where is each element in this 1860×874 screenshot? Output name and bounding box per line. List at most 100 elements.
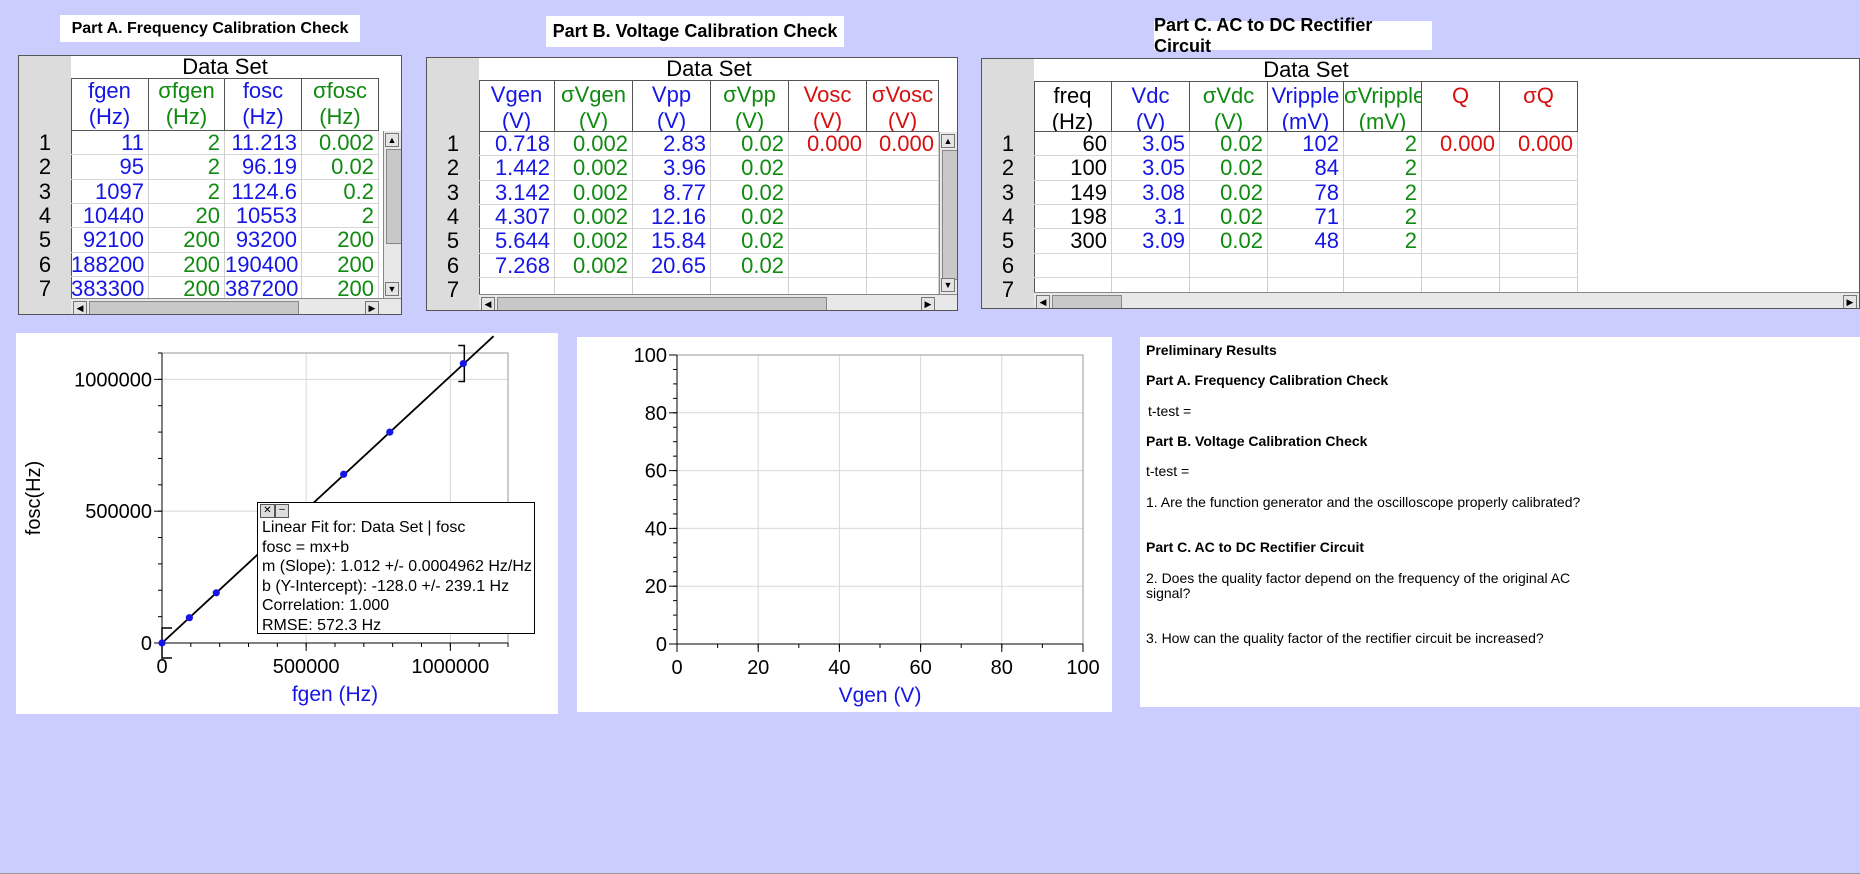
row-number[interactable]: 2 [446,155,460,181]
table-cell[interactable]: 3.1 [1112,204,1190,230]
table-cell[interactable]: 5.644 [479,228,555,254]
table-cell[interactable] [1500,204,1578,230]
row-number[interactable]: 2 [1001,155,1015,181]
table-cell[interactable]: 0.02 [711,253,789,278]
table-cell[interactable]: 190400 [225,252,302,277]
table-cell[interactable]: 0.002 [555,228,633,254]
table-cell[interactable] [1500,180,1578,205]
column-header[interactable]: σQ [1500,81,1578,132]
table-cell[interactable] [789,204,867,230]
table-cell[interactable] [1500,156,1578,181]
table-cell[interactable]: 0.02 [1190,131,1268,157]
table-cell[interactable]: 2 [149,130,225,156]
horizontal-scrollbar[interactable]: ◀ ▶ [71,298,401,314]
row-number[interactable]: 4 [446,203,460,229]
scroll-up-icon[interactable]: ▲ [385,133,399,147]
table-cell[interactable]: 188200 [71,252,149,277]
linear-fit-box[interactable]: ✕ – Linear Fit for: Data Set | fosc fosc… [257,502,535,634]
table-cell[interactable]: 11 [71,130,149,156]
table-cell[interactable] [867,180,939,205]
table-cell[interactable]: 200 [302,252,379,277]
row-number[interactable]: 6 [1001,252,1015,278]
table-cell[interactable]: 3.142 [479,180,555,205]
column-header[interactable]: Vripple (mV) [1268,81,1344,132]
row-number[interactable]: 1 [38,130,52,155]
table-cell[interactable] [1112,253,1190,278]
scroll-thumb[interactable] [386,149,401,244]
table-cell[interactable] [1344,253,1422,278]
row-number[interactable]: 5 [1001,228,1015,254]
table-cell[interactable] [1500,253,1578,278]
table-cell[interactable]: 84 [1268,155,1344,181]
table-cell[interactable]: 0.02 [711,204,789,230]
table-cell[interactable] [1422,180,1500,205]
column-header[interactable]: σVripple (mV) [1344,81,1422,132]
table-cell[interactable] [1268,253,1344,278]
table-cell[interactable]: 387200 [225,276,302,302]
data-point[interactable] [386,428,394,436]
table-cell[interactable] [789,156,867,181]
table-cell[interactable]: 200 [149,252,225,277]
row-number[interactable]: 1 [446,131,460,156]
frequency-graph-panel[interactable]: 0 500000 1000000 0 500000 1000000 fgen (Hz) fos… [16,333,558,714]
table-cell[interactable] [789,277,867,303]
table-cell[interactable]: 0.002 [555,180,633,205]
horizontal-scrollbar[interactable]: ◀ ▶ [479,294,957,310]
table-cell[interactable]: 0.02 [711,180,789,205]
scroll-right-icon[interactable]: ▶ [365,301,379,314]
table-cell[interactable] [789,180,867,205]
table-cell[interactable]: 2 [302,203,379,229]
table-cell[interactable]: 2 [149,154,225,180]
row-number[interactable]: 2 [38,154,52,180]
table-cell[interactable]: 2 [149,179,225,204]
column-header[interactable]: Vpp (V) [633,80,711,132]
table-cell[interactable] [867,204,939,230]
table-cell[interactable] [1500,277,1578,303]
table-cell[interactable] [479,277,555,303]
scroll-thumb[interactable] [89,301,299,314]
table-cell[interactable] [1268,277,1344,303]
row-number[interactable]: 6 [38,251,52,277]
table-cell[interactable]: 0.002 [302,130,379,156]
table-cell[interactable]: 0.2 [302,179,379,204]
table-cell[interactable]: 3.96 [633,155,711,181]
table-cell[interactable]: 0.002 [555,253,633,278]
scroll-thumb[interactable] [497,297,827,310]
column-header[interactable]: fgen (Hz) [71,78,149,131]
table-cell[interactable]: 92100 [71,227,149,253]
table-cell[interactable]: 1124.6 [225,179,302,204]
table-cell[interactable]: 0.000 [1500,131,1578,157]
table-cell[interactable]: 0.02 [1190,180,1268,205]
table-cell[interactable]: 8.77 [633,180,711,205]
table-cell[interactable]: 15.84 [633,228,711,254]
table-cell[interactable] [711,277,789,303]
table-cell[interactable]: 102 [1268,131,1344,157]
table-cell[interactable]: 4.307 [479,204,555,230]
horizontal-scrollbar[interactable]: ◀ ▶ [1034,292,1859,308]
table-cell[interactable]: 0.002 [555,155,633,181]
scroll-up-icon[interactable]: ▲ [941,134,955,148]
data-point[interactable] [185,614,193,622]
table-cell[interactable]: 2 [1344,155,1422,181]
row-number[interactable]: 7 [1001,276,1015,302]
row-number[interactable]: 1 [1001,131,1015,156]
table-cell[interactable] [1422,204,1500,230]
table-cell[interactable]: 10553 [225,203,302,229]
close-icon[interactable]: ✕ [260,504,275,518]
scroll-thumb[interactable] [942,150,957,280]
results-question-2[interactable]: 2. Does the quality factor depend on the… [1146,570,1571,586]
part-c-data-table[interactable]: Data Set freq (Hz) Vdc (V) σVdc (V) Vripple (mV)… [981,58,1860,309]
table-cell[interactable] [1190,253,1268,278]
data-point[interactable] [212,589,220,597]
column-header[interactable]: fosc (Hz) [225,78,302,131]
table-cell[interactable]: 93200 [225,227,302,253]
column-header[interactable]: σVosc (V) [867,80,939,132]
table-cell[interactable]: 2 [1344,228,1422,254]
table-cell[interactable] [789,253,867,278]
table-cell[interactable]: 48 [1268,228,1344,254]
scroll-down-icon[interactable]: ▼ [941,278,955,292]
table-cell[interactable]: 3.09 [1112,228,1190,254]
scroll-thumb[interactable] [1052,295,1122,308]
table-cell[interactable]: 20 [149,203,225,229]
table-cell[interactable]: 3.08 [1112,180,1190,205]
